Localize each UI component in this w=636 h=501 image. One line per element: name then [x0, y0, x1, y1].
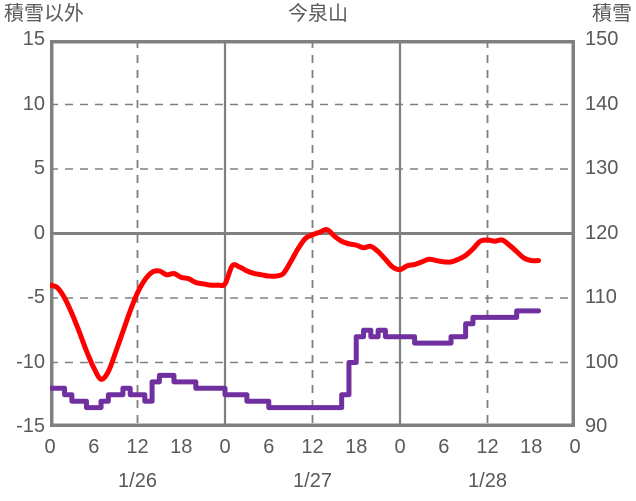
x-tick-label: 6 [88, 436, 100, 458]
right-tick-label: 90 [585, 415, 608, 437]
x-tick-label: 0 [219, 436, 231, 458]
series-line-temperature [50, 227, 542, 382]
right-tick-label: 120 [585, 221, 619, 244]
right-axis-title: 積雪 [592, 3, 632, 25]
plot-border [50, 40, 575, 427]
x-tick-label: 18 [520, 436, 543, 458]
x-tick-label: 0 [394, 436, 406, 458]
day-label: 1/27 [293, 470, 332, 492]
left-tick-label: -10 [16, 350, 45, 373]
right-tick-label: 150 [585, 28, 619, 50]
right-tick-label: 130 [585, 157, 619, 179]
x-tick-label: 18 [345, 436, 368, 458]
left-tick-label: -5 [27, 286, 45, 308]
left-tick-label: 0 [33, 221, 45, 244]
left-tick-label: 10 [22, 92, 45, 115]
right-tick-label: 100 [585, 350, 619, 373]
day-label: 1/26 [118, 470, 157, 492]
left-tick-label: 15 [22, 28, 45, 50]
left-tick-label: -15 [16, 415, 45, 437]
x-tick-label: 0 [44, 436, 56, 458]
series-line-snow-depth [50, 308, 542, 411]
plot-area [50, 40, 575, 427]
chart-canvas [50, 40, 575, 427]
x-tick-label: 18 [170, 436, 193, 458]
x-tick-label: 0 [569, 436, 581, 458]
x-tick-label: 12 [301, 436, 324, 458]
x-tick-label: 6 [263, 436, 275, 458]
x-tick-label: 6 [438, 436, 450, 458]
left-tick-label: 5 [33, 157, 45, 179]
x-tick-label: 12 [126, 436, 149, 458]
day-label: 1/28 [468, 470, 507, 492]
x-tick-label: 12 [476, 436, 499, 458]
page-title: 今泉山 [288, 3, 348, 25]
right-tick-label: 110 [585, 286, 617, 308]
right-tick-label: 140 [585, 92, 619, 115]
left-axis-title: 積雪以外 [4, 3, 84, 25]
